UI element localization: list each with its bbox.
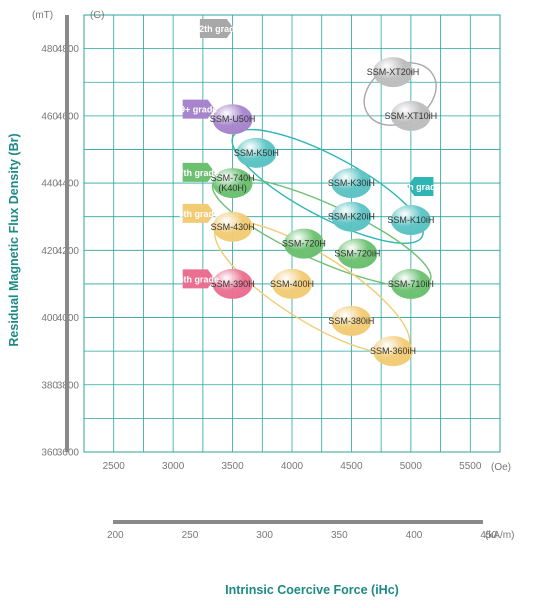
data-point [373,57,414,88]
data-point-label: SSM-380iH [328,316,374,326]
data-point [337,238,378,269]
data-point-label: SSM-U50H [210,114,256,124]
data-point [390,205,431,236]
x-tick-label-secondary: 450 [480,530,497,541]
data-point [236,137,277,168]
data-point-label: SSM-K30iH [328,178,375,188]
grade-tag [199,18,234,38]
data-point-label: SSM-XT20iH [367,67,420,77]
y-tick-label-secondary: 360 [41,448,58,459]
data-point-label: SSM-400H [270,279,314,289]
grade-tag [182,99,215,119]
mT-axis-bar [65,15,69,452]
x-tick-label-secondary: 350 [331,530,348,541]
x-tick-label: 3000 [162,461,185,472]
data-point [331,201,372,232]
x-axis-title: Intrinsic Coercive Force (iHc) [225,583,399,597]
y-tick-label-secondary: 420 [41,246,58,257]
data-points: SSM-XT20iH SSM-XT10iH SSM-U50H SSM-K50H SSM-… [210,57,438,367]
data-point-label: SSM-740H (K40H) [211,173,255,193]
y-tick-label: 3600 [57,448,80,459]
x-tick-label-secondary: 250 [182,530,199,541]
grade-tag-label: 7th grade [178,168,219,178]
y-tick-label-secondary: 380 [41,380,58,391]
x-tick-label: 5000 [400,461,423,472]
data-point-label: SSM-430H [211,222,255,232]
x-tick-label: 4500 [340,461,363,472]
data-point [390,100,431,131]
data-point-label: SSM-K50H [234,148,279,158]
data-point-label: SSM-720iH [334,249,380,259]
y-axis-title: Residual Magnetic Flux Density (Br) [7,133,21,346]
grade-tag [182,203,215,223]
y-unit-secondary: (mT) [32,10,53,21]
data-point [390,268,431,299]
grade-group-ellipse [231,128,424,245]
x-tick-label: 3500 [221,461,244,472]
data-point-label: SSM-XT10iH [385,111,438,121]
y-tick-label-secondary: 480 [41,44,58,55]
grade-tag-label: 6th grade [178,209,219,219]
x-tick-label: 2500 [103,461,126,472]
x-tick-label-secondary: 300 [256,530,273,541]
data-point [272,268,312,299]
x-unit-secondary: (kA/m) [485,530,514,541]
data-point-label: SSM-K20iH [328,212,375,222]
data-point [373,336,414,367]
data-point-label: SSM-720H [282,239,326,249]
grade-tag-label: 9th grade [400,182,441,192]
grade-tag [407,176,434,196]
x-tick-label-secondary: 400 [406,530,423,541]
grade-tag-label: 9+ grade [180,105,217,115]
data-point-label: SSM-360iH [370,346,416,356]
x-tick-label: 5500 [459,461,482,472]
data-point [212,211,253,242]
grade-tag-label: 12th grade [194,24,240,34]
data-point [283,228,324,259]
grade-tag [182,269,215,289]
data-point [331,305,372,336]
kAm-axis-bar [113,520,483,524]
data-point-label: SSM-390H [211,279,255,289]
y-tick-label-secondary: 460 [41,111,58,122]
x-tick-label-secondary: 200 [107,530,124,541]
grade-tags: 12th grade 9+ grade 7th grade 6th grade 5th … [178,18,441,289]
y-tick-label-secondary: 440 [41,179,58,190]
x-tick-label: 4000 [281,461,304,472]
plot-border [83,14,501,453]
data-point [212,104,253,135]
grade-tag [182,162,215,182]
data-point [212,268,253,299]
data-point [331,168,372,199]
data-point-label: SSM-710iH [388,279,434,289]
grade-tag-label: 5th grade [178,274,219,284]
axes [65,15,483,524]
x-unit-primary: (Oe) [491,462,511,473]
data-point-label: SSM-K10iH [387,215,434,225]
data-point [212,168,253,199]
y-tick-label-secondary: 400 [41,313,58,324]
y-unit-primary: (G) [90,10,104,21]
